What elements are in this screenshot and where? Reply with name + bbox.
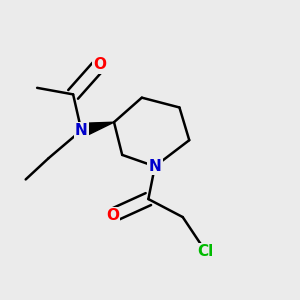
Polygon shape	[80, 122, 114, 137]
Text: Cl: Cl	[197, 244, 214, 259]
Text: N: N	[75, 123, 88, 138]
Text: O: O	[106, 208, 119, 223]
Text: N: N	[148, 159, 161, 174]
Text: O: O	[93, 57, 106, 72]
